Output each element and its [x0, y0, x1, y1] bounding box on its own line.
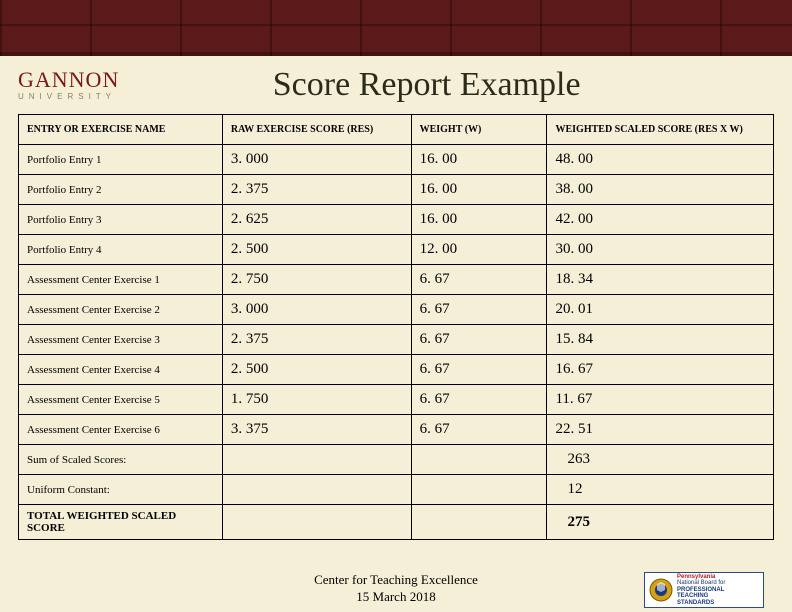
table-row: Portfolio Entry 22. 37516. 0038. 00 [19, 175, 774, 205]
cell-weight: 6. 67 [411, 295, 547, 325]
badge-seal-icon [649, 578, 673, 602]
cell-weight: 6. 67 [411, 415, 547, 445]
table-row: Assessment Center Exercise 23. 0006. 672… [19, 295, 774, 325]
top-brick-band [0, 0, 792, 56]
cell-res: 2. 375 [222, 175, 411, 205]
cell-res: 3. 000 [222, 295, 411, 325]
summary-value: 263 [547, 445, 774, 475]
summary-blank [411, 445, 547, 475]
table-header-row: ENTRY OR EXERCISE NAME RAW EXERCISE SCOR… [19, 115, 774, 145]
badge-text: Pennsylvania National Board for PROFESSI… [677, 574, 725, 607]
cell-res: 3. 000 [222, 145, 411, 175]
cell-weight: 6. 67 [411, 265, 547, 295]
cell-res: 2. 500 [222, 235, 411, 265]
summary-label: TOTAL WEIGHTED SCALED SCORE [19, 505, 223, 540]
table-row: Portfolio Entry 32. 62516. 0042. 00 [19, 205, 774, 235]
cell-weight: 16. 00 [411, 175, 547, 205]
cell-weight: 16. 00 [411, 205, 547, 235]
cell-res: 2. 750 [222, 265, 411, 295]
table-row: Assessment Center Exercise 51. 7506. 671… [19, 385, 774, 415]
cell-wss: 38. 00 [547, 175, 774, 205]
header-wss: WEIGHTED SCALED SCORE (RES X W) [547, 115, 774, 145]
cell-weight: 6. 67 [411, 385, 547, 415]
page-title: Score Report Example [159, 66, 774, 104]
summary-row: Uniform Constant: 12 [19, 475, 774, 505]
score-table: ENTRY OR EXERCISE NAME RAW EXERCISE SCOR… [18, 114, 774, 540]
cell-wss: 16. 67 [547, 355, 774, 385]
footer-line2: 15 March 2018 [314, 589, 478, 606]
badge-line1: Pennsylvania [677, 574, 725, 581]
cell-wss: 42. 00 [547, 205, 774, 235]
cell-weight: 16. 00 [411, 145, 547, 175]
cell-entry: Assessment Center Exercise 2 [19, 295, 223, 325]
table-row: Portfolio Entry 42. 50012. 0030. 00 [19, 235, 774, 265]
cell-res: 2. 625 [222, 205, 411, 235]
footer-text: Center for Teaching Excellence 15 March … [314, 572, 478, 606]
cell-wss: 11. 67 [547, 385, 774, 415]
summary-blank [411, 505, 547, 540]
cell-entry: Assessment Center Exercise 6 [19, 415, 223, 445]
university-logo: GANNON UNIVERSITY [18, 69, 119, 101]
cell-entry: Portfolio Entry 2 [19, 175, 223, 205]
header-entry: ENTRY OR EXERCISE NAME [19, 115, 223, 145]
footer-line1: Center for Teaching Excellence [314, 572, 478, 589]
summary-blank [222, 505, 411, 540]
cell-res: 3. 375 [222, 415, 411, 445]
cell-wss: 22. 51 [547, 415, 774, 445]
badge-line5: STANDARDS [677, 600, 714, 606]
cell-entry: Assessment Center Exercise 5 [19, 385, 223, 415]
standards-badge: Pennsylvania National Board for PROFESSI… [644, 572, 764, 608]
cell-res: 2. 500 [222, 355, 411, 385]
summary-value: 12 [547, 475, 774, 505]
header-row: GANNON UNIVERSITY Score Report Example [0, 56, 792, 108]
cell-wss: 15. 84 [547, 325, 774, 355]
badge-line4: TEACHING [677, 593, 708, 599]
cell-res: 1. 750 [222, 385, 411, 415]
table-row: Portfolio Entry 13. 00016. 0048. 00 [19, 145, 774, 175]
badge-line2: National Board for [677, 580, 725, 587]
cell-entry: Portfolio Entry 4 [19, 235, 223, 265]
cell-wss: 48. 00 [547, 145, 774, 175]
summary-value: 275 [547, 505, 774, 540]
cell-weight: 6. 67 [411, 355, 547, 385]
header-weight: WEIGHT (W) [411, 115, 547, 145]
cell-entry: Portfolio Entry 3 [19, 205, 223, 235]
cell-weight: 12. 00 [411, 235, 547, 265]
cell-entry: Assessment Center Exercise 3 [19, 325, 223, 355]
header-res: RAW EXERCISE SCORE (RES) [222, 115, 411, 145]
cell-entry: Assessment Center Exercise 4 [19, 355, 223, 385]
summary-row: Sum of Scaled Scores: 263 [19, 445, 774, 475]
table-row: Assessment Center Exercise 32. 3756. 671… [19, 325, 774, 355]
cell-weight: 6. 67 [411, 325, 547, 355]
table-row: Assessment Center Exercise 42. 5006. 671… [19, 355, 774, 385]
summary-blank [222, 445, 411, 475]
summary-blank [222, 475, 411, 505]
table-row: Assessment Center Exercise 63. 3756. 672… [19, 415, 774, 445]
cell-wss: 30. 00 [547, 235, 774, 265]
logo-main-text: GANNON [18, 69, 119, 91]
logo-sub-text: UNIVERSITY [18, 93, 119, 101]
cell-res: 2. 375 [222, 325, 411, 355]
table-row: Assessment Center Exercise 12. 7506. 671… [19, 265, 774, 295]
summary-blank [411, 475, 547, 505]
summary-row: TOTAL WEIGHTED SCALED SCORE 275 [19, 505, 774, 540]
cell-entry: Portfolio Entry 1 [19, 145, 223, 175]
badge-line3: PROFESSIONAL [677, 587, 724, 593]
summary-label: Sum of Scaled Scores: [19, 445, 223, 475]
cell-entry: Assessment Center Exercise 1 [19, 265, 223, 295]
cell-wss: 20. 01 [547, 295, 774, 325]
summary-label: Uniform Constant: [19, 475, 223, 505]
cell-wss: 18. 34 [547, 265, 774, 295]
score-table-container: ENTRY OR EXERCISE NAME RAW EXERCISE SCOR… [0, 108, 792, 540]
